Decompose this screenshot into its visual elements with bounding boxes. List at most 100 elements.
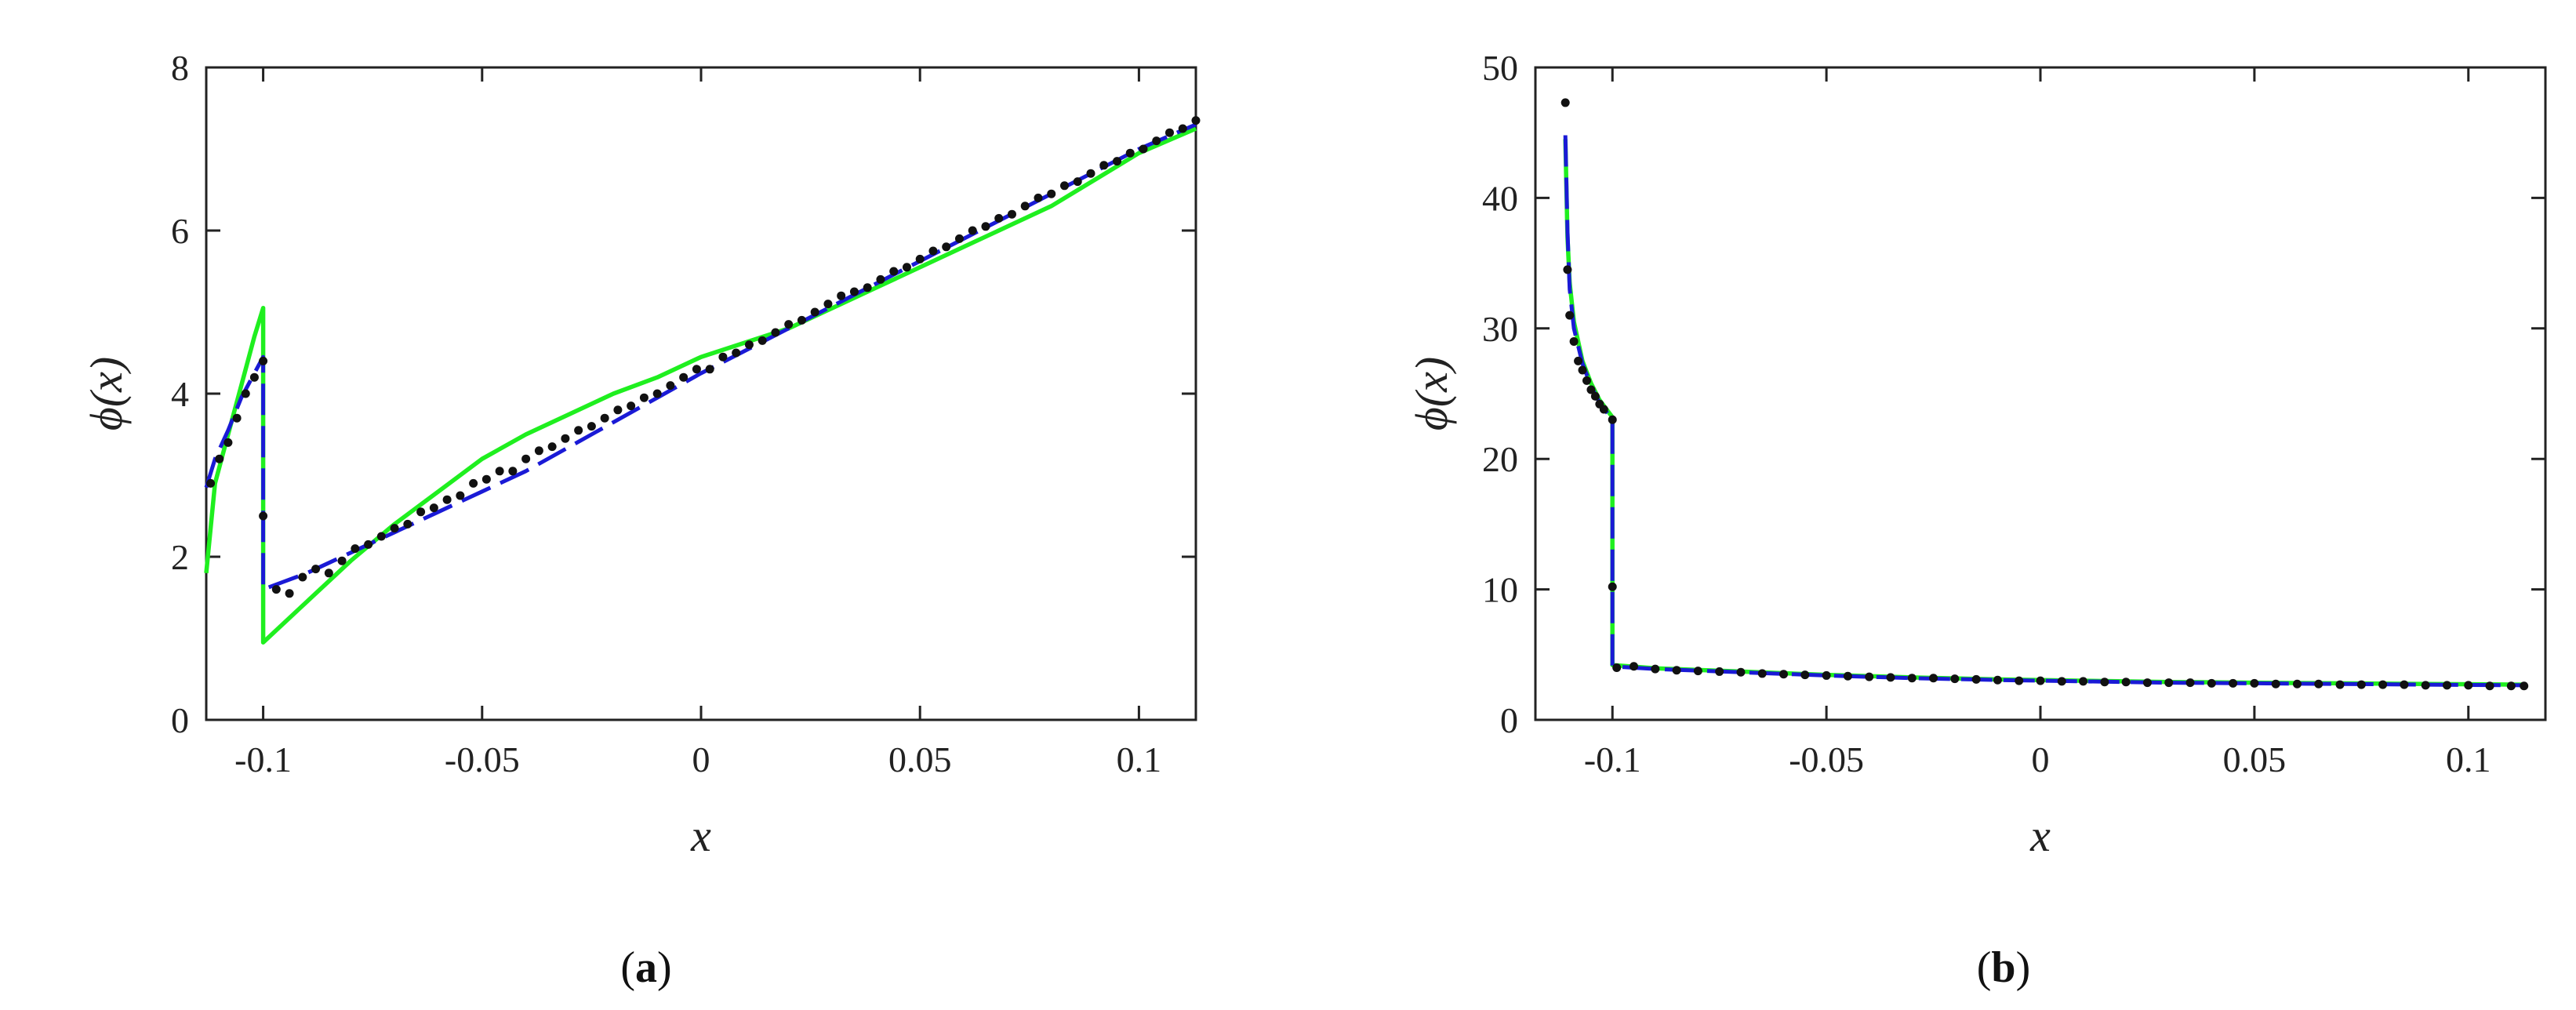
data-point-b	[1563, 265, 1572, 274]
data-point-b	[2207, 678, 2216, 688]
data-point-a	[337, 556, 347, 565]
data-point-b	[1565, 311, 1575, 320]
data-point-a	[1007, 209, 1016, 219]
data-point-b	[1929, 674, 1938, 683]
data-point-a	[705, 365, 714, 374]
x-tick-label-a: -0.05	[445, 739, 520, 779]
data-point-a	[652, 389, 662, 398]
y-tick-label-a: 8	[171, 48, 189, 88]
data-point-b	[2036, 676, 2045, 685]
y-tick-label-a: 0	[171, 700, 189, 740]
data-point-a	[718, 352, 728, 361]
data-point-a	[732, 348, 741, 358]
data-point-a	[1164, 128, 1174, 137]
data-point-a	[298, 572, 307, 582]
solid-line-b	[1563, 139, 2524, 687]
data-point-a	[416, 507, 426, 517]
series-group-a	[204, 116, 1201, 645]
data-point-b	[1608, 582, 1617, 591]
y-tick-label-b: 40	[1482, 178, 1518, 218]
data-point-a	[915, 254, 925, 263]
data-point-a	[351, 544, 360, 554]
data-point-b	[1865, 672, 1874, 681]
data-point-b	[1608, 415, 1617, 424]
data-point-b	[1582, 376, 1591, 385]
y-axis-label-b: ϕ(x)	[1406, 357, 1457, 431]
data-point-a	[692, 365, 701, 374]
data-point-a	[1191, 116, 1201, 125]
data-point-a	[364, 540, 373, 549]
data-point-a	[837, 291, 846, 300]
data-point-a	[627, 401, 636, 411]
panel-caption-letter-a: a	[635, 943, 657, 992]
data-point-a	[600, 413, 609, 423]
data-point-b	[2015, 676, 2024, 685]
data-point-b	[2142, 678, 2152, 688]
data-point-a	[1020, 202, 1030, 211]
y-tick-label-b: 50	[1482, 48, 1518, 88]
data-point-b	[2520, 681, 2529, 691]
data-point-a	[1099, 161, 1109, 170]
plot-frame-a	[205, 66, 1197, 721]
data-point-a	[1073, 177, 1082, 187]
data-point-a	[223, 438, 233, 447]
data-point-a	[954, 234, 964, 243]
y-tick-label-a: 4	[171, 374, 189, 414]
x-tick-label-b: 0.05	[2223, 739, 2287, 779]
data-point-a	[981, 222, 990, 231]
data-point-a	[456, 491, 465, 500]
y-tick-label-a: 6	[171, 211, 189, 251]
data-point-a	[547, 442, 557, 452]
chart-panel-a: -0.1 -0.05 0 0.05 0.1 0 2 4 6 8 x ϕ(x) (a)	[81, 48, 1201, 992]
x-tick-label-b: 0.1	[2446, 739, 2491, 779]
data-point-a	[271, 585, 281, 594]
data-point-a	[215, 454, 224, 463]
x-tick-label-a: 0	[692, 739, 710, 779]
x-axis-label-a: x	[690, 810, 711, 861]
data-point-a	[876, 274, 885, 284]
data-point-b	[1993, 675, 2002, 685]
x-tick-label-b: -0.05	[1789, 739, 1864, 779]
data-point-a	[561, 434, 570, 443]
y-axis-label-a: ϕ(x)	[81, 357, 132, 431]
y-tick-label-b: 20	[1482, 439, 1518, 479]
data-point-a	[534, 446, 543, 456]
data-point-a	[390, 524, 399, 533]
data-point-a	[613, 405, 623, 415]
data-point-b	[1886, 673, 1895, 682]
data-point-b	[1569, 336, 1579, 346]
data-point-a	[758, 336, 767, 345]
chart-panel-b: -0.1 -0.05 0 0.05 0.1 0 10 20 30 40 50 x ϕ(x) (b)	[1406, 48, 2547, 992]
data-point-b	[1612, 663, 1622, 672]
plot-frame-b	[1534, 66, 2547, 721]
data-point-a	[442, 495, 452, 504]
series-group-b	[1560, 98, 2529, 691]
data-point-a	[928, 246, 938, 256]
data-point-a	[639, 393, 649, 402]
data-point-b	[1672, 666, 1681, 675]
x-tick-label-a: 0.1	[1117, 739, 1162, 779]
data-point-a	[902, 263, 911, 272]
data-point-a	[259, 511, 268, 521]
data-point-a	[259, 356, 268, 365]
data-point-a	[823, 300, 833, 309]
data-point-b	[2121, 678, 2131, 687]
panel-caption-b: (b)	[1977, 943, 2030, 992]
data-point-b	[1736, 667, 1746, 677]
data-point-b	[2400, 680, 2409, 689]
x-axis-ticks-b: -0.1 -0.05 0 0.05 0.1	[1584, 67, 2491, 779]
data-point-b	[2485, 681, 2494, 691]
data-point-a	[469, 478, 478, 488]
data-point-a	[481, 474, 491, 484]
data-point-b	[1630, 662, 1639, 671]
data-point-a	[889, 267, 899, 276]
data-point-a	[1112, 157, 1121, 166]
data-point-a	[863, 283, 872, 292]
data-point-b	[1843, 671, 1852, 681]
data-point-b	[1578, 365, 1587, 375]
data-point-b	[1586, 385, 1596, 394]
data-point-b	[2356, 680, 2366, 689]
data-point-b	[2335, 680, 2345, 689]
data-point-a	[1152, 136, 1161, 146]
